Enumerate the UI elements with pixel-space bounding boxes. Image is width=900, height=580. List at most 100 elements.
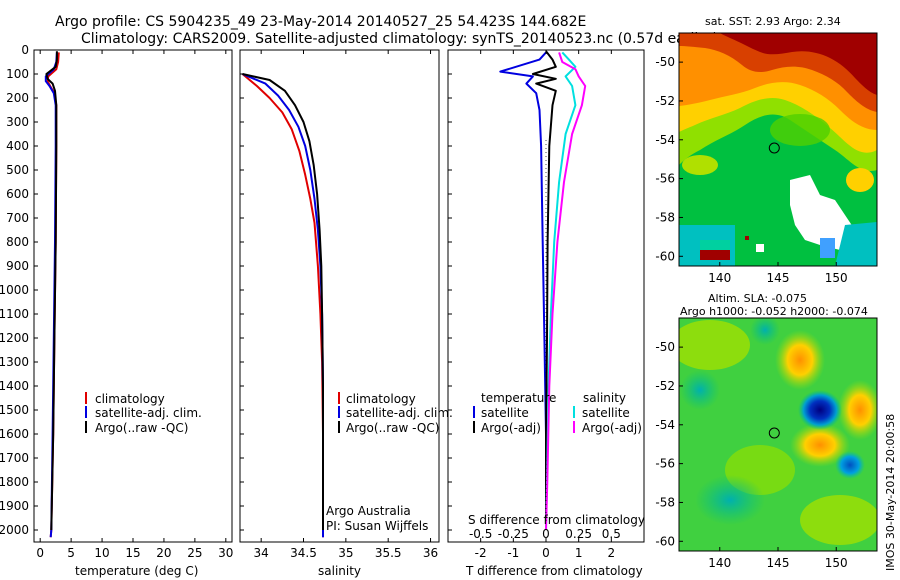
lat-tick-label: -54 bbox=[655, 133, 675, 147]
legend-label-argo: Argo(..raw -QC) bbox=[346, 421, 439, 435]
lat-tick-label: -52 bbox=[655, 94, 675, 108]
x-tick-label: 25 bbox=[187, 546, 202, 560]
depth-tick-label: 100 bbox=[6, 67, 29, 81]
x-tick-label: -2 bbox=[475, 546, 487, 560]
legend-label-s-argo: Argo(-adj) bbox=[582, 421, 642, 435]
x-tick-label: 35.5 bbox=[375, 546, 402, 560]
depth-tick-label: 1600 bbox=[0, 427, 29, 441]
argo-location-marker bbox=[768, 427, 780, 439]
legend-header-temperature: temperature bbox=[481, 391, 556, 405]
lon-tick-label: 150 bbox=[825, 556, 848, 570]
x-tick-label: 36 bbox=[423, 546, 438, 560]
sla-map-axes: 140 145 150 -50 -52 -54 -56 -58 -60 bbox=[655, 340, 847, 570]
depth-tick-label: 400 bbox=[6, 139, 29, 153]
argo-location-marker bbox=[768, 142, 780, 154]
lat-tick-label: -54 bbox=[655, 418, 675, 432]
legend-label-t-argo: Argo(-adj) bbox=[481, 421, 541, 435]
legend-label-argo: Argo(..raw -QC) bbox=[95, 421, 188, 435]
x-tick-label: 20 bbox=[156, 546, 171, 560]
legend-label-satellite: satellite-adj. clim. bbox=[95, 406, 202, 420]
s-difference-axis-label: S difference from climatology bbox=[468, 513, 645, 527]
sst-map-axes: 140 145 150 -50 -52 -54 -56 -58 -60 bbox=[655, 55, 847, 285]
s-tick-label: -0.25 bbox=[498, 527, 529, 541]
depth-tick-label: 1100 bbox=[0, 307, 29, 321]
lat-tick-label: -60 bbox=[655, 534, 675, 548]
title-line-2: Climatology: CARS2009. Satellite-adjuste… bbox=[81, 31, 718, 47]
lat-tick-label: -56 bbox=[655, 457, 675, 471]
salinity-xlabel: salinity bbox=[318, 564, 361, 578]
x-tick-label: 5 bbox=[67, 546, 75, 560]
depth-tick-label: 200 bbox=[6, 91, 29, 105]
temperature-legend: climatology satellite-adj. clim. Argo(..… bbox=[85, 392, 202, 435]
pi-annotation: PI: Susan Wijffels bbox=[326, 519, 428, 533]
imos-stamp: IMOS 30-May-2014 20:00:58 bbox=[884, 413, 897, 571]
legend-label-t-satellite: satellite bbox=[481, 406, 529, 420]
depth-tick-label: 1800 bbox=[0, 475, 29, 489]
depth-tick-label: 800 bbox=[6, 235, 29, 249]
depth-axis-ticks: 0 100 200 300 400 500 600 700 800 900 1000 1100 1200… bbox=[0, 43, 452, 537]
temperature-plot bbox=[44, 51, 60, 538]
difference-legend: temperature salinity satellite Argo(-adj… bbox=[473, 391, 642, 435]
lon-tick-label: 140 bbox=[708, 271, 731, 285]
x-tick-label: 30 bbox=[218, 546, 233, 560]
sla-map-title-1: Altim. SLA: -0.075 bbox=[708, 292, 807, 305]
difference-xlabel: T difference from climatology bbox=[465, 564, 643, 578]
depth-tick-label: 600 bbox=[6, 187, 29, 201]
depth-tick-label: 900 bbox=[6, 259, 29, 273]
lat-tick-label: -50 bbox=[655, 340, 675, 354]
lat-tick-label: -56 bbox=[655, 172, 675, 186]
series-line-climatology-0 bbox=[241, 73, 324, 538]
x-tick-label: 2 bbox=[608, 546, 616, 560]
lon-tick-label: 150 bbox=[825, 271, 848, 285]
depth-tick-label: 1200 bbox=[0, 331, 29, 345]
lat-tick-label: -50 bbox=[655, 55, 675, 69]
legend-label-s-satellite: satellite bbox=[582, 406, 630, 420]
lat-tick-label: -60 bbox=[655, 249, 675, 263]
x-tick-label: -1 bbox=[507, 546, 519, 560]
lat-tick-label: -58 bbox=[655, 210, 675, 224]
title-line-1: Argo profile: CS 5904235_49 23-May-2014 … bbox=[55, 14, 586, 30]
legend-header-salinity: salinity bbox=[583, 391, 626, 405]
x-tick-label: 0 bbox=[542, 546, 550, 560]
legend-label-climatology: climatology bbox=[95, 392, 165, 406]
x-tick-label: 0 bbox=[36, 546, 44, 560]
salinity-legend: climatology satellite-adj. clim. Argo(..… bbox=[338, 392, 453, 435]
lon-tick-label: 140 bbox=[708, 556, 731, 570]
temperature-xlabel: temperature (deg C) bbox=[75, 564, 198, 578]
salinity-x-axis: 34 34.5 35 35.5 36 bbox=[254, 50, 438, 560]
depth-tick-label: 0 bbox=[21, 43, 29, 57]
series-line-satellite-0 bbox=[499, 51, 547, 530]
difference-x-axis: -2 -1 0 1 2 -0.5 -0.25 0 0.25 0.5 bbox=[469, 50, 621, 560]
depth-tick-label: 300 bbox=[6, 115, 29, 129]
salinity-panel-frame bbox=[239, 49, 440, 543]
temperature-panel-frame bbox=[33, 49, 233, 543]
lon-tick-label: 145 bbox=[767, 556, 790, 570]
series-line-satellite-adj-clim--1 bbox=[242, 73, 324, 538]
depth-tick-label: 1900 bbox=[0, 499, 29, 513]
lat-tick-label: -52 bbox=[655, 379, 675, 393]
x-tick-label: 10 bbox=[94, 546, 109, 560]
x-tick-label: 34 bbox=[254, 546, 269, 560]
series-line-argo-raw-qc--2 bbox=[45, 51, 58, 531]
depth-tick-label: 1400 bbox=[0, 379, 29, 393]
legend-label-satellite: satellite-adj. clim. bbox=[346, 406, 453, 420]
x-tick-label: 34.5 bbox=[290, 546, 317, 560]
sla-map-title-2: Argo h1000: -0.052 h2000: -0.074 bbox=[680, 305, 868, 318]
legend-label-climatology: climatology bbox=[346, 392, 416, 406]
salinity-plot bbox=[241, 73, 324, 538]
lon-tick-label: 145 bbox=[767, 271, 790, 285]
depth-tick-label: 1000 bbox=[0, 283, 29, 297]
depth-tick-label: 1500 bbox=[0, 403, 29, 417]
series-line-argo-adj--3 bbox=[545, 52, 587, 531]
temperature-x-axis: 0 5 10 15 20 25 30 bbox=[36, 50, 233, 560]
argo-australia-annotation: Argo Australia bbox=[326, 504, 411, 518]
s-tick-label: -0.5 bbox=[469, 527, 492, 541]
x-tick-label: 1 bbox=[575, 546, 583, 560]
depth-tick-label: 500 bbox=[6, 163, 29, 177]
s-tick-label: 0 bbox=[542, 527, 550, 541]
difference-plot bbox=[499, 50, 587, 531]
series-line-argo-adj--1 bbox=[531, 50, 557, 530]
depth-tick-label: 1700 bbox=[0, 451, 29, 465]
sla-map-image bbox=[679, 318, 877, 551]
